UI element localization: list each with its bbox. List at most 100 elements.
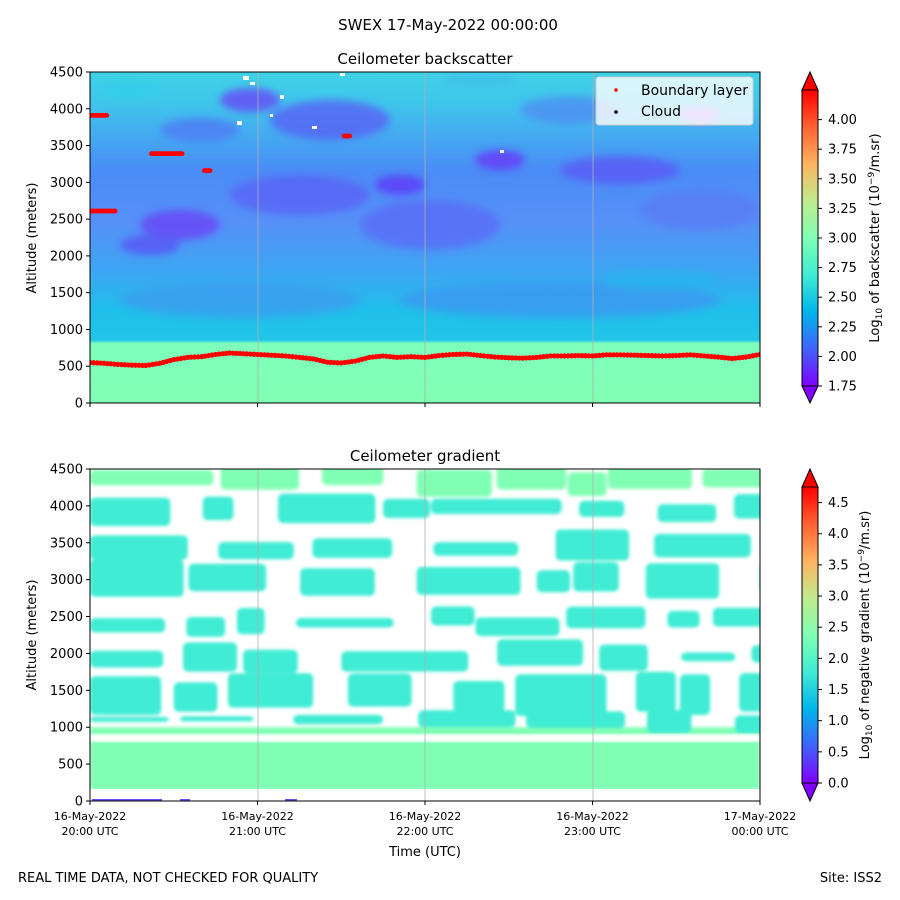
gradient-layer-cell bbox=[739, 673, 760, 712]
gradient-layer-cell bbox=[431, 606, 475, 626]
legend-label-boundary-layer: Boundary layer bbox=[641, 83, 748, 99]
gradient-layer-cell bbox=[186, 616, 226, 637]
colorbar-tick-label: 2.25 bbox=[828, 320, 857, 335]
y-tick-label: 2000 bbox=[50, 647, 83, 662]
backscatter-white-specks bbox=[237, 73, 504, 153]
footer-site: Site: ISS2 bbox=[820, 871, 882, 886]
boundary-layer-point bbox=[792, 354, 797, 359]
y-tick-label: 1000 bbox=[50, 721, 83, 736]
boundary-layer-point bbox=[796, 354, 801, 359]
y-tick-label: 3500 bbox=[50, 536, 83, 551]
colorbar-extend-top bbox=[801, 467, 819, 488]
colorbar-tick-label: 3.00 bbox=[828, 232, 857, 247]
boundary-layer-point bbox=[789, 354, 794, 359]
gradient-panel: Ceilometer gradient 0 500 1000 1500 2000 2500… bbox=[25, 447, 875, 860]
gradient-layer-cell bbox=[90, 559, 184, 597]
y-tick-label: 3000 bbox=[50, 176, 83, 191]
footer-quality-note: REAL TIME DATA, NOT CHECKED FOR QUALITY bbox=[18, 871, 318, 886]
colorbar-tick-label: 1.0 bbox=[828, 714, 849, 729]
gradient-layer-cell bbox=[679, 674, 711, 715]
y-tick-label: 1000 bbox=[50, 323, 83, 338]
x-tick-label-time: 00:00 UTC bbox=[731, 825, 788, 838]
gradient-layer-cell bbox=[416, 566, 521, 595]
gradient-colorbar-label: Log10 of negative gradient (10−9/m.sr) bbox=[857, 511, 875, 760]
y-tick-label: 4000 bbox=[50, 102, 83, 117]
boundary-layer-point bbox=[775, 353, 780, 358]
colorbar-extend-top bbox=[801, 70, 819, 91]
gradient-layer-cell bbox=[173, 682, 218, 712]
colorbar-tick-label: 3.5 bbox=[828, 558, 849, 573]
gradient-colorbar: 0.0 0.5 1.0 1.5 2.0 2.5 3.0 3.5 4.0 4.5 Log10 of … bbox=[801, 467, 875, 803]
figure-suptitle: SWEX 17-May-2022 00:00:00 bbox=[338, 16, 558, 34]
boundary-layer-point bbox=[768, 352, 773, 357]
gradient-layer-cell bbox=[347, 673, 412, 707]
gradient-layer-cell bbox=[90, 717, 169, 722]
colorbar-body bbox=[801, 89, 819, 387]
y-tick-label: 3000 bbox=[50, 573, 83, 588]
colorbar-tick-label: 2.00 bbox=[828, 350, 857, 365]
gradient-layer-cell bbox=[416, 469, 492, 497]
legend: Boundary layer Cloud bbox=[595, 76, 754, 126]
gradient-layer-cell bbox=[646, 709, 692, 734]
gradient-layer-cell bbox=[733, 494, 760, 519]
colorbar-tick-label: 3.0 bbox=[828, 590, 849, 605]
legend-marker-boundary-layer bbox=[614, 88, 618, 92]
gradient-layer-cell bbox=[90, 676, 162, 715]
gradient-layer-cell bbox=[183, 642, 238, 672]
gradient-layer-cell bbox=[277, 493, 376, 524]
colorbar-tick-label: 3.25 bbox=[828, 202, 857, 217]
colorbar-tick-label: 4.00 bbox=[828, 113, 857, 128]
gradient-layer-cell bbox=[341, 651, 469, 672]
gradient-layer-cell bbox=[751, 645, 760, 663]
y-tick-label: 1500 bbox=[50, 684, 83, 699]
gradient-layer-cell bbox=[654, 533, 751, 558]
gradient-layer-cell bbox=[179, 716, 254, 722]
gradient-layer-cell bbox=[90, 618, 166, 633]
colorbar-tick-label: 3.75 bbox=[828, 143, 857, 158]
gradient-layer-cell bbox=[681, 652, 736, 662]
boundary-layer-point bbox=[207, 168, 213, 173]
colorbar-tick-label: 2.5 bbox=[828, 621, 849, 636]
gradient-layer-cell bbox=[321, 469, 384, 485]
gradient-xlabel: Time (UTC) bbox=[388, 845, 461, 860]
colorbar-tick-label: 3.50 bbox=[828, 172, 857, 187]
y-tick-label: 4000 bbox=[50, 499, 83, 514]
x-tick-label-date: 16-May-2022 bbox=[221, 810, 293, 823]
gradient-layer-cell bbox=[218, 541, 294, 560]
gradient-layer-cell bbox=[236, 608, 265, 635]
gradient-layer-cell bbox=[453, 680, 505, 713]
boundary-layer-series bbox=[90, 112, 801, 369]
gradient-layer-cell bbox=[567, 472, 607, 497]
gradient-layer-cell bbox=[300, 568, 375, 596]
x-tick-label-date: 16-May-2022 bbox=[556, 810, 628, 823]
gradient-layer-cell bbox=[431, 498, 562, 515]
gradient-heatmap bbox=[90, 469, 760, 801]
gradient-layer-cell bbox=[312, 538, 393, 558]
colorbar-extend-bottom bbox=[801, 782, 819, 803]
colorbar-tick-label: 4.5 bbox=[828, 496, 849, 511]
gradient-layer-cell bbox=[712, 607, 760, 627]
y-tick-label: 2500 bbox=[50, 213, 83, 228]
gradient-layer-cell bbox=[296, 618, 394, 628]
colorbar-tick-label: 1.75 bbox=[828, 380, 857, 395]
gradient-layer-cell bbox=[433, 542, 519, 556]
y-tick-label: 2000 bbox=[50, 249, 83, 264]
gradient-layer-cell bbox=[188, 563, 267, 592]
gradient-layer-cell bbox=[667, 610, 700, 628]
gradient-layer-cell bbox=[383, 498, 431, 519]
boundary-layer-point bbox=[785, 354, 790, 359]
gradient-layer-cell bbox=[645, 563, 720, 599]
backscatter-x-ticks bbox=[89, 403, 761, 407]
gradient-layer-cell bbox=[227, 673, 314, 708]
y-tick-label: 1500 bbox=[50, 286, 83, 301]
gradient-y-axis: 0 500 1000 1500 2000 2500 3000 3500 4000 4500 Alt… bbox=[25, 463, 90, 810]
boundary-layer-point bbox=[347, 133, 353, 139]
gradient-layer-cell bbox=[635, 671, 676, 712]
backscatter-panel: Ceilometer backscatter bbox=[25, 50, 885, 412]
gradient-layer-cell bbox=[90, 497, 171, 526]
gradient-layer-cell bbox=[515, 674, 607, 717]
y-tick-label: 500 bbox=[58, 360, 83, 375]
y-tick-label: 4500 bbox=[50, 463, 83, 478]
backscatter-heatmap bbox=[90, 72, 801, 403]
